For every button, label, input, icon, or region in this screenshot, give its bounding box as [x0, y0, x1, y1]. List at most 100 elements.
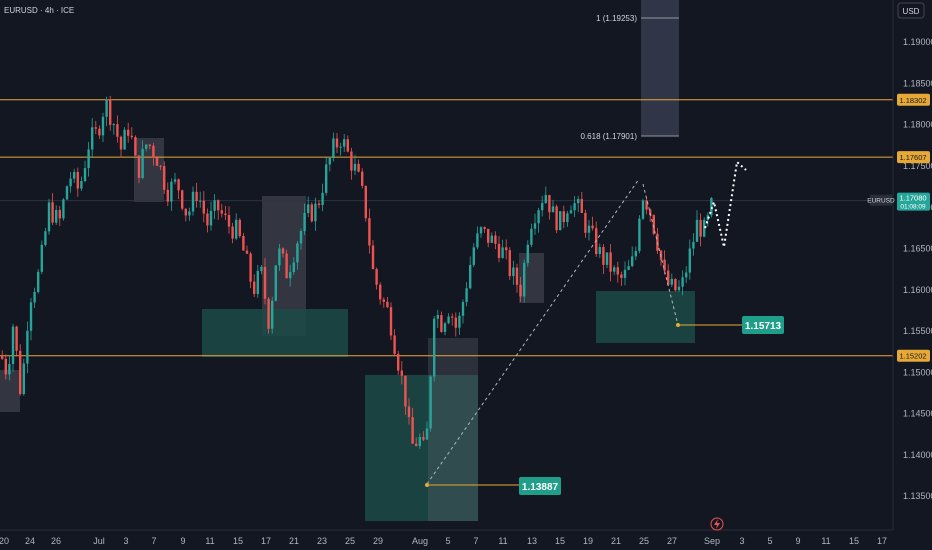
candle-body [235, 219, 238, 239]
candle-body [598, 247, 601, 254]
candle-body [587, 225, 591, 233]
x-tick-label: 17 [877, 536, 887, 546]
candle-body [343, 139, 346, 147]
candle-body [591, 225, 594, 229]
x-tick-label: 9 [795, 536, 800, 546]
candle-body [681, 277, 684, 287]
candle-body [407, 406, 411, 418]
time-axis[interactable]: 20 24 26 Jul 3 7 9 11 15 17 21 23 25 29 Aug 5 7 11 13 15 19 2… [0, 529, 932, 550]
candle-body [116, 124, 119, 137]
fib-box [641, 0, 679, 136]
candle-body [55, 209, 58, 223]
candle-body [537, 210, 540, 224]
candle-body [33, 291, 36, 303]
y-tick-label: 1.13500 [903, 491, 932, 501]
candle-body [379, 284, 382, 300]
candle-body [188, 211, 191, 216]
y-tick-label: 1.18000 [903, 120, 932, 130]
level-tag [897, 349, 930, 362]
candle-body [533, 223, 537, 229]
candle-body [440, 315, 443, 332]
candle-body [148, 144, 151, 146]
candle-body [227, 215, 231, 227]
diagonal-trendline [426, 178, 640, 485]
candle-body [519, 284, 522, 297]
candle-body [357, 163, 360, 172]
candle-body [127, 129, 130, 136]
candle-body [476, 233, 479, 248]
callout-2[interactable]: 1.13887 [519, 477, 561, 495]
candle-body [580, 198, 583, 213]
price-axis[interactable]: 1.190001.185001.180001.175001.170001.165… [867, 0, 932, 550]
candle-body [584, 212, 587, 233]
level-tag-label: 1.17607 [899, 153, 926, 162]
candle-body [605, 252, 609, 265]
candle-body [87, 149, 90, 169]
x-tick-label: 19 [583, 536, 593, 546]
candle-body [134, 137, 137, 156]
y-tick-label: 1.16500 [903, 244, 932, 254]
lightning-icon[interactable] [710, 517, 724, 531]
candle-body [350, 151, 353, 171]
candle-body [361, 171, 364, 186]
candle-body [404, 375, 407, 407]
x-tick-label: 3 [739, 536, 744, 546]
candle-body [238, 219, 241, 236]
candle-body [418, 437, 421, 446]
x-tick-label: Jul [93, 536, 105, 546]
candle-body [526, 244, 529, 263]
candle-body [8, 363, 11, 375]
candle-body [152, 145, 155, 158]
callout-1[interactable]: 1.15713 [742, 316, 784, 334]
candle-body [76, 171, 79, 189]
candle-body [641, 200, 645, 219]
svg-text:USD: USD [903, 7, 920, 16]
candle-body [278, 248, 281, 266]
currency-button[interactable]: USD [897, 2, 925, 19]
candle-body [109, 99, 112, 125]
diagonal-trendline-2 [642, 183, 679, 326]
candle-body [137, 155, 141, 178]
candle-body [523, 262, 526, 297]
x-tick-label: 29 [373, 536, 383, 546]
candle-body [411, 417, 414, 444]
x-tick-label: 7 [151, 536, 156, 546]
candle-body [69, 178, 72, 187]
candle-body [548, 195, 551, 213]
candle-body [73, 171, 76, 179]
candle-body [166, 189, 169, 202]
candle-body [541, 202, 544, 211]
candle-body [260, 266, 263, 271]
candle-body [562, 211, 565, 223]
candle-body [483, 227, 486, 229]
candle-body [317, 203, 321, 206]
candle-body [400, 370, 403, 376]
candle-body [559, 211, 562, 231]
candle-body [1, 355, 4, 359]
candle-body [296, 243, 299, 263]
y-tick-label: 1.18500 [903, 78, 932, 88]
demand-zone-3 [596, 291, 695, 343]
candle-body [4, 358, 7, 375]
candle-body [555, 206, 558, 231]
candle-body [371, 245, 375, 270]
drawings-layer: 1 (1.19253) 0.618 (1.17901) [425, 14, 747, 487]
candle-body [447, 316, 450, 324]
levels-layer [0, 99, 893, 357]
x-tick-label: Aug [412, 536, 428, 546]
candle-body [40, 244, 43, 272]
x-tick-label: 15 [233, 536, 243, 546]
x-tick-label: 15 [849, 536, 859, 546]
candle-body [242, 235, 245, 251]
candle-body [285, 253, 288, 279]
candle-body [130, 135, 133, 138]
demand-zone-2 [365, 375, 478, 521]
x-tick-label: 11 [205, 536, 214, 546]
callout-label-2: 1.13887 [522, 482, 559, 493]
candle-body [123, 129, 126, 150]
candle-body [346, 139, 349, 152]
level-tag-label: 1.18302 [899, 96, 926, 105]
candle-body [181, 190, 184, 209]
y-tick-label: 1.14500 [903, 409, 932, 419]
